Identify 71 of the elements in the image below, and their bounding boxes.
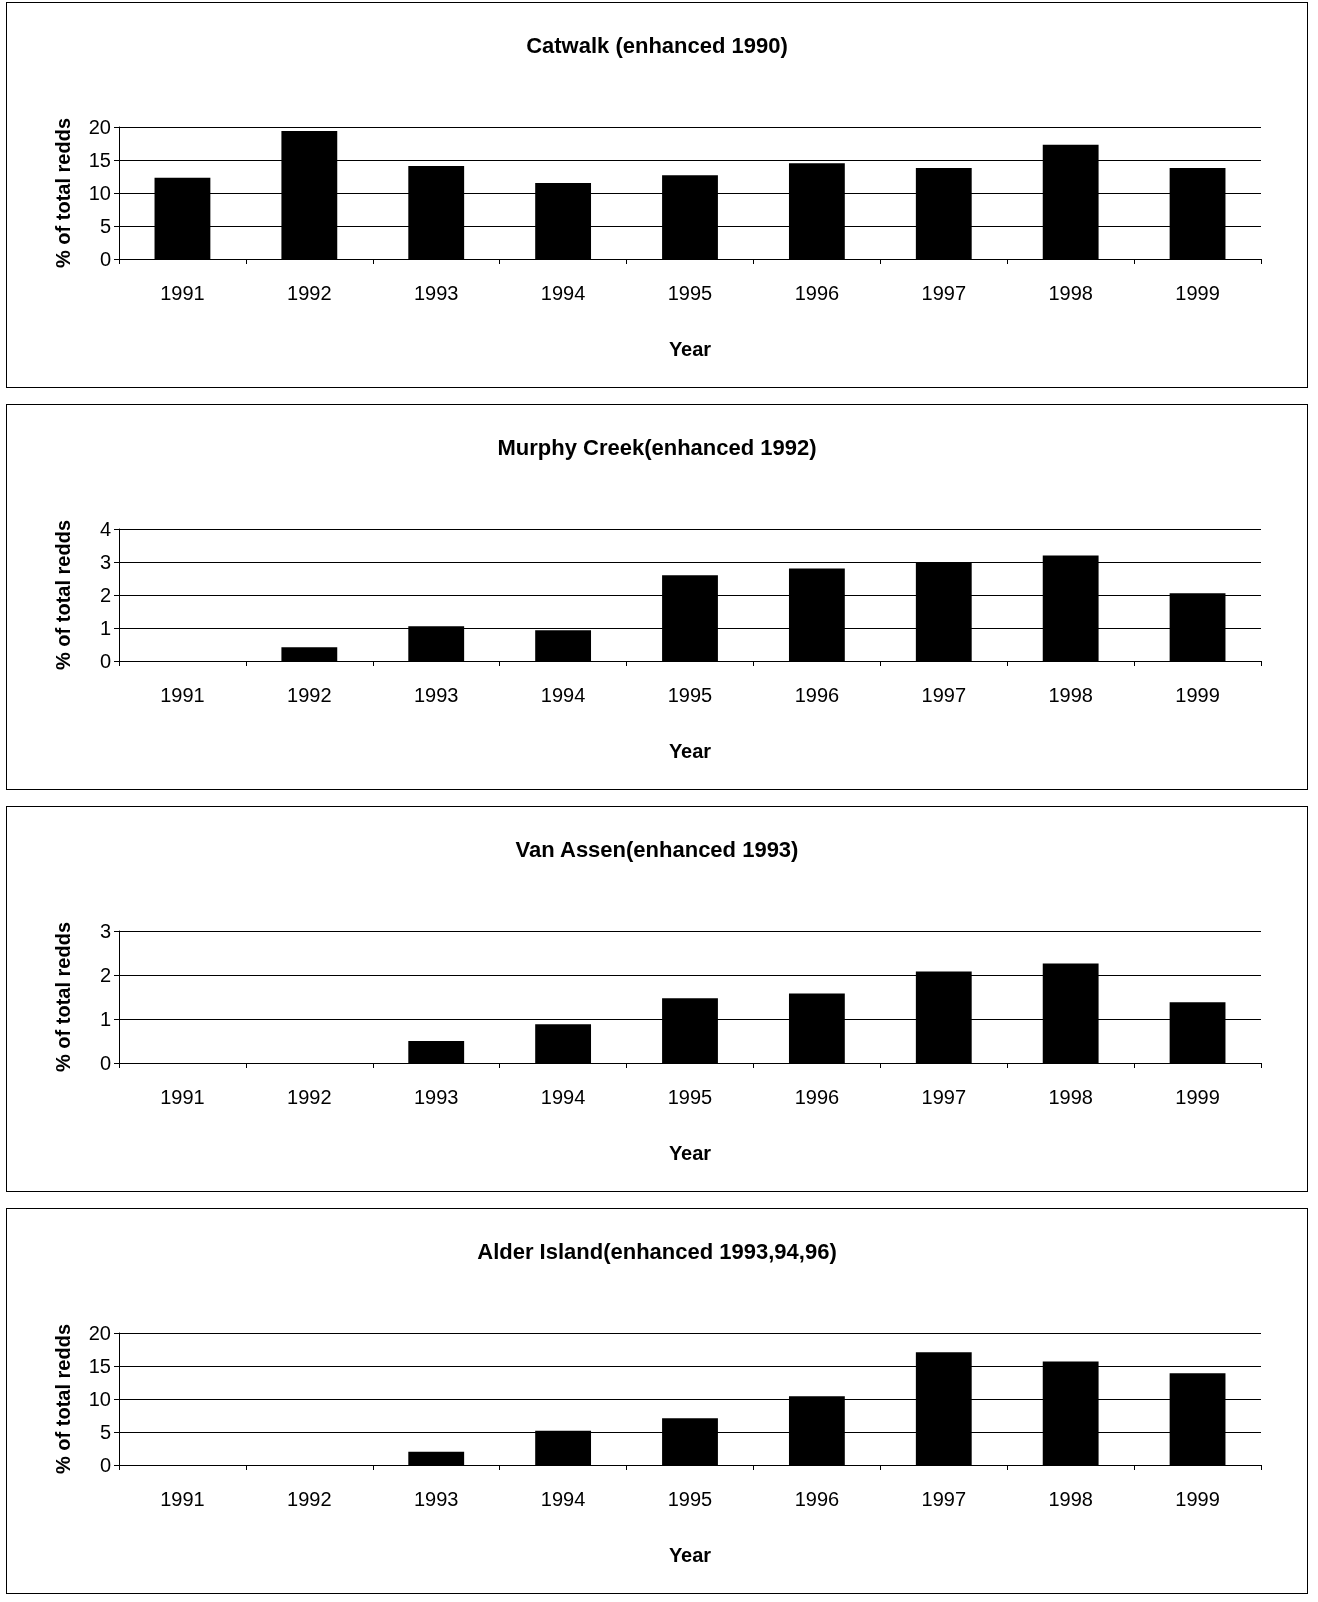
x-tick-label: 1991 bbox=[160, 1086, 205, 1108]
y-axis-title: % of total redds bbox=[52, 1323, 74, 1475]
y-tick-label: 20 bbox=[88, 116, 111, 138]
x-tick-label: 1994 bbox=[540, 1488, 586, 1510]
y-axis-title: % of total redds bbox=[52, 921, 74, 1073]
x-tick-label: 1998 bbox=[1048, 1488, 1093, 1510]
x-tick-label: 1992 bbox=[287, 1086, 332, 1108]
y-tick-label: 5 bbox=[99, 215, 111, 237]
y-tick-label: 0 bbox=[99, 650, 111, 672]
x-tick-label: 1993 bbox=[413, 1086, 459, 1108]
y-tick-label: 10 bbox=[88, 182, 111, 204]
x-tick-label: 1997 bbox=[921, 1086, 967, 1108]
x-tick-label: 1996 bbox=[794, 1086, 840, 1108]
x-tick-label: 1993 bbox=[413, 282, 459, 304]
x-tick-label: 1993 bbox=[413, 1488, 459, 1510]
x-tick-label: 1996 bbox=[794, 282, 840, 304]
bar bbox=[535, 1024, 592, 1063]
bar bbox=[281, 647, 338, 661]
x-tick-label: 1992 bbox=[287, 684, 332, 706]
x-tick-label: 1998 bbox=[1048, 282, 1093, 304]
y-tick-label: 0 bbox=[99, 1454, 111, 1476]
y-tick-label: 15 bbox=[88, 1355, 111, 1377]
x-tick-label: 1997 bbox=[921, 282, 967, 304]
x-tick-label: 1993 bbox=[413, 684, 459, 706]
x-tick-label: 1996 bbox=[794, 1488, 840, 1510]
y-tick-label: 4 bbox=[99, 518, 111, 540]
x-tick-label: 1997 bbox=[921, 1488, 967, 1510]
x-tick-label: 1997 bbox=[921, 684, 967, 706]
x-tick-label: 1995 bbox=[667, 282, 713, 304]
chart-title: Catwalk (enhanced 1990) bbox=[526, 32, 788, 58]
chart-title: Murphy Creek(enhanced 1992) bbox=[497, 434, 817, 460]
x-axis-title: Year bbox=[668, 338, 712, 360]
x-tick-label: 1994 bbox=[540, 1086, 586, 1108]
y-tick-label: 3 bbox=[99, 551, 111, 573]
x-tick-label: 1994 bbox=[540, 684, 586, 706]
x-tick-label: 1998 bbox=[1048, 1086, 1093, 1108]
y-axis-title: % of total redds bbox=[52, 117, 74, 269]
y-tick-label: 2 bbox=[99, 964, 111, 986]
y-tick-label: 1 bbox=[99, 617, 111, 639]
y-tick-label: 2 bbox=[99, 584, 111, 606]
x-tick-label: 1999 bbox=[1175, 684, 1220, 706]
bar bbox=[408, 1041, 465, 1063]
x-tick-label: 1998 bbox=[1048, 684, 1093, 706]
y-tick-label: 5 bbox=[99, 1421, 111, 1443]
x-tick-label: 1996 bbox=[794, 684, 840, 706]
y-tick-label: 10 bbox=[88, 1388, 111, 1410]
x-tick-label: 1999 bbox=[1175, 282, 1220, 304]
x-tick-label: 1999 bbox=[1175, 1086, 1220, 1108]
x-tick-label: 1992 bbox=[287, 282, 332, 304]
x-tick-label: 1999 bbox=[1175, 1488, 1220, 1510]
x-tick-label: 1994 bbox=[540, 282, 586, 304]
y-tick-label: 3 bbox=[99, 920, 111, 942]
x-tick-label: 1992 bbox=[287, 1488, 332, 1510]
chart-title: Van Assen(enhanced 1993) bbox=[515, 836, 799, 862]
x-axis-title: Year bbox=[668, 1544, 712, 1566]
x-axis-title: Year bbox=[668, 740, 712, 762]
y-tick-label: 15 bbox=[88, 149, 111, 171]
x-tick-label: 1991 bbox=[160, 684, 205, 706]
x-tick-label: 1991 bbox=[160, 282, 205, 304]
y-tick-label: 20 bbox=[88, 1322, 111, 1344]
bar bbox=[408, 1451, 465, 1465]
x-tick-label: 1995 bbox=[667, 684, 713, 706]
y-tick-label: 0 bbox=[99, 1052, 111, 1074]
y-axis-title: % of total redds bbox=[52, 519, 74, 671]
x-axis-title: Year bbox=[668, 1142, 712, 1164]
x-tick-label: 1995 bbox=[667, 1086, 713, 1108]
x-tick-label: 1991 bbox=[160, 1488, 205, 1510]
y-tick-label: 1 bbox=[99, 1008, 111, 1030]
chart-title: Alder Island(enhanced 1993,94,96) bbox=[477, 1238, 837, 1264]
x-tick-label: 1995 bbox=[667, 1488, 713, 1510]
y-tick-label: 0 bbox=[99, 248, 111, 270]
